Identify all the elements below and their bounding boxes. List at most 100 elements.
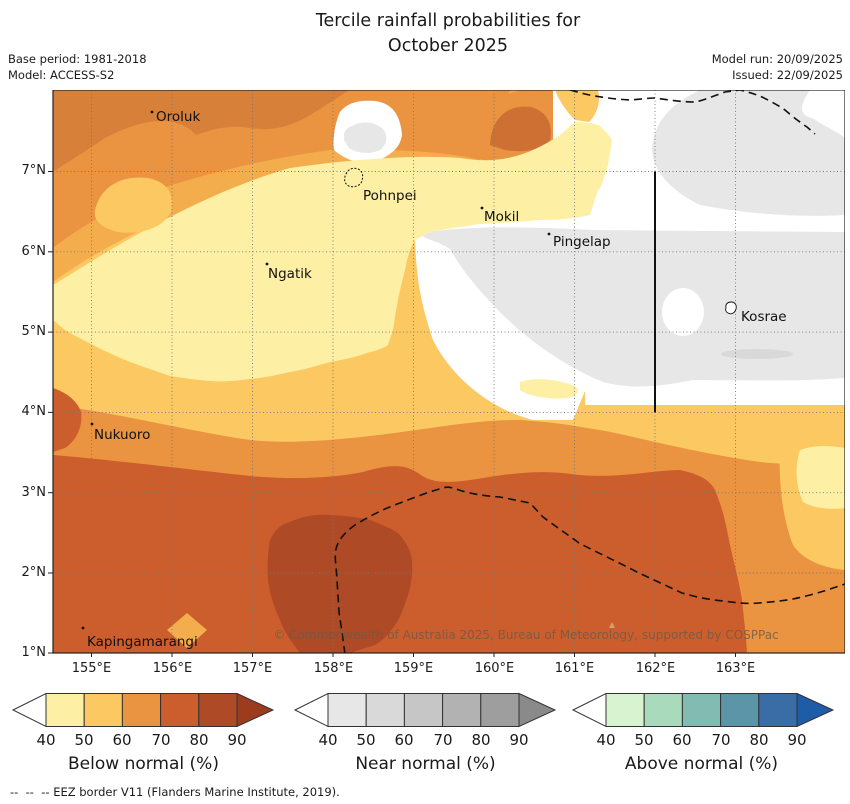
axis-ticks xyxy=(48,171,736,657)
near-tick-40: 40 xyxy=(318,731,338,749)
ngatik-marker xyxy=(265,262,269,266)
mokil-marker xyxy=(480,206,484,210)
colorbar-above-left-arrow xyxy=(571,692,607,728)
kosrae-island-outline xyxy=(725,301,737,315)
lon-tick-160e: 160°E xyxy=(474,661,515,676)
lon-tick-157e: 157°E xyxy=(232,661,273,676)
below-tick-50: 50 xyxy=(74,731,94,749)
region-below-40-50-east-patch xyxy=(796,445,845,509)
colorbar-above-cell-80 xyxy=(758,693,798,727)
colorbar-below-cell-40 xyxy=(45,693,85,727)
eez-footnote: -- -- -- EEZ border V11 (Flanders Marine… xyxy=(10,785,340,799)
colorbar-below-caption: Below normal (%) xyxy=(68,754,219,774)
place-label-pingelap: Pingelap xyxy=(553,234,611,250)
above-tick-50: 50 xyxy=(634,731,654,749)
region-below-70-blob-core xyxy=(490,106,551,152)
colorbar-above-cell-70 xyxy=(720,693,760,727)
near-tick-50: 50 xyxy=(356,731,376,749)
above-tick-80: 80 xyxy=(749,731,769,749)
region-below-65-70-band xyxy=(53,90,350,172)
region-near-darker-streak xyxy=(721,349,793,359)
place-label-mokil: Mokil xyxy=(484,209,519,225)
region-below-55-60-diamond xyxy=(167,613,207,648)
region-below-50-60-corner xyxy=(555,90,599,122)
lon-tick-161e: 161°E xyxy=(554,661,595,676)
region-below-70-80-west-blob xyxy=(53,388,82,452)
eez-dash-sample: -- -- -- xyxy=(10,785,50,799)
colorbar-near-cell-50 xyxy=(365,693,405,727)
colorbar-near-cell-70 xyxy=(442,693,482,727)
colorbar-below-cell-80 xyxy=(198,693,238,727)
lon-tick-155e: 155°E xyxy=(71,661,112,676)
lat-tick-1n: 1°N xyxy=(21,645,47,660)
lat-tick-7n: 7°N xyxy=(21,163,47,178)
lat-tick-2n: 2°N xyxy=(21,564,47,580)
colorbar-near-normal xyxy=(293,692,557,728)
region-below-50-60-inlier xyxy=(94,177,173,233)
lon-tick-159e: 159°E xyxy=(393,661,434,676)
issued-label: Issued: 22/09/2025 xyxy=(732,68,843,82)
lon-tick-163e: 163°E xyxy=(715,661,756,676)
below-tick-80: 80 xyxy=(189,731,209,749)
near-tick-70: 70 xyxy=(433,731,453,749)
graticule xyxy=(53,90,845,653)
lon-tick-156e: 156°E xyxy=(152,661,193,676)
lat-tick-6n: 6°N xyxy=(21,243,47,259)
lon-tick-158e: 158°E xyxy=(313,661,354,676)
figure-title-line2: October 2025 xyxy=(387,36,509,56)
near-tick-60: 60 xyxy=(394,731,414,749)
lat-tick-4n: 4°N xyxy=(21,404,47,419)
below-tick-70: 70 xyxy=(151,731,171,749)
colorbar-near-cell-80 xyxy=(480,693,520,727)
lat-tick-5n: 5°N xyxy=(21,323,47,339)
place-label-kapingamarangi: Kapingamarangi xyxy=(87,634,198,650)
region-below-40-50-tongue xyxy=(520,379,579,399)
above-tick-40: 40 xyxy=(596,731,616,749)
region-below-40-50-main xyxy=(53,122,612,382)
place-label-ngatik: Ngatik xyxy=(268,266,312,282)
colorbar-near-caption: Near normal (%) xyxy=(355,754,496,774)
colorbar-near-cell-60 xyxy=(403,693,444,727)
place-label-kosrae: Kosrae xyxy=(741,309,787,325)
copyright-watermark: © Commonwealth of Australia 2025, Bureau… xyxy=(273,628,778,642)
region-near-40-50-band xyxy=(420,227,845,387)
model-run-label: Model run: 20/09/2025 xyxy=(711,52,843,66)
figure-title-line1: Tercile rainfall probabilities for xyxy=(315,11,581,31)
rainfall-probability-map: Oroluk Pohnpei Mokil Pingelap Ngatik Kos… xyxy=(48,90,845,657)
place-label-pohnpei: Pohnpei xyxy=(363,188,417,204)
colorbar-near-left-arrow xyxy=(293,692,329,728)
colorbar-below-cell-60 xyxy=(121,693,162,727)
map-contours: Oroluk Pohnpei Mokil Pingelap Ngatik Kos… xyxy=(53,90,845,653)
colorbar-above-right-arrow xyxy=(796,692,835,728)
nukuoro-marker xyxy=(90,422,94,426)
colorbar-above-caption: Above normal (%) xyxy=(624,754,779,774)
colorbar-below-normal xyxy=(11,692,275,728)
model-label: Model: ACCESS-S2 xyxy=(8,68,115,82)
region-white-hole xyxy=(662,288,704,336)
region-near-pohnpei xyxy=(343,122,387,153)
near-tick-80: 80 xyxy=(471,731,491,749)
colorbar-above-cell-40 xyxy=(605,693,645,727)
colorbar-above-cell-60 xyxy=(681,693,722,727)
place-label-oroluk: Oroluk xyxy=(156,109,200,125)
lat-tick-3n: 3°N xyxy=(21,484,47,500)
atoll-markers xyxy=(81,110,551,630)
above-tick-90: 90 xyxy=(787,731,807,749)
below-tick-40: 40 xyxy=(36,731,56,749)
lon-tick-162e: 162°E xyxy=(635,661,676,676)
watermark-marker xyxy=(609,622,615,628)
region-near-40-50-top xyxy=(652,90,845,216)
colorbar-near-cell-40 xyxy=(327,693,367,727)
above-tick-70: 70 xyxy=(711,731,731,749)
colorbar-below-left-arrow xyxy=(11,692,47,728)
eez-border-south xyxy=(334,486,845,653)
oroluk-marker xyxy=(150,110,154,114)
map-border xyxy=(52,90,845,654)
eez-footnote-text: EEZ border V11 (Flanders Marine Institut… xyxy=(53,785,340,799)
colorbar-above-normal xyxy=(571,692,835,728)
below-tick-90: 90 xyxy=(227,731,247,749)
place-label-nukuoro: Nukuoro xyxy=(94,427,150,443)
above-tick-60: 60 xyxy=(672,731,692,749)
pohnpei-island-outline xyxy=(344,167,364,188)
